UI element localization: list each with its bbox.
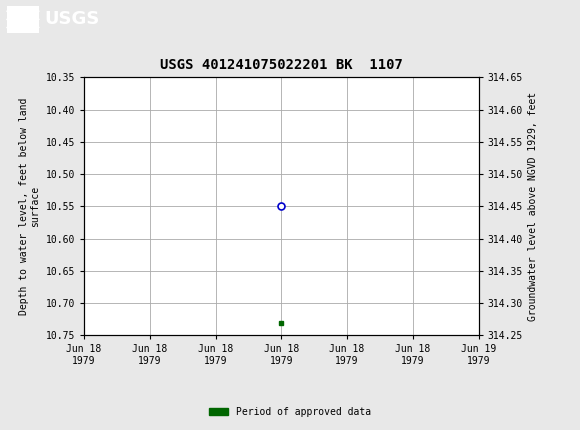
Bar: [7, 6, 39, 33]
Y-axis label: Groundwater level above NGVD 1929, feet: Groundwater level above NGVD 1929, feet: [528, 92, 538, 321]
Title: USGS 401241075022201 BK  1107: USGS 401241075022201 BK 1107: [160, 58, 403, 72]
Y-axis label: Depth to water level, feet below land
surface: Depth to water level, feet below land su…: [19, 98, 40, 315]
Text: USGS: USGS: [45, 9, 100, 28]
Legend: Period of approved data: Period of approved data: [205, 403, 375, 421]
